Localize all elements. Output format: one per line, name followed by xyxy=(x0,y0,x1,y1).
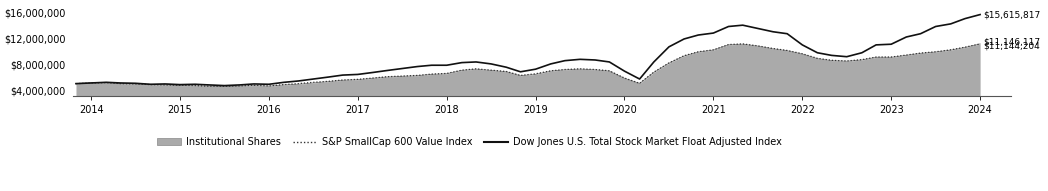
Legend: Institutional Shares, S&P SmallCap 600 Value Index, Dow Jones U.S. Total Stock M: Institutional Shares, S&P SmallCap 600 V… xyxy=(153,133,786,151)
Text: $11,144,204: $11,144,204 xyxy=(983,42,1040,51)
Text: $11,146,117: $11,146,117 xyxy=(983,37,1040,46)
Text: $15,615,817: $15,615,817 xyxy=(983,10,1040,19)
